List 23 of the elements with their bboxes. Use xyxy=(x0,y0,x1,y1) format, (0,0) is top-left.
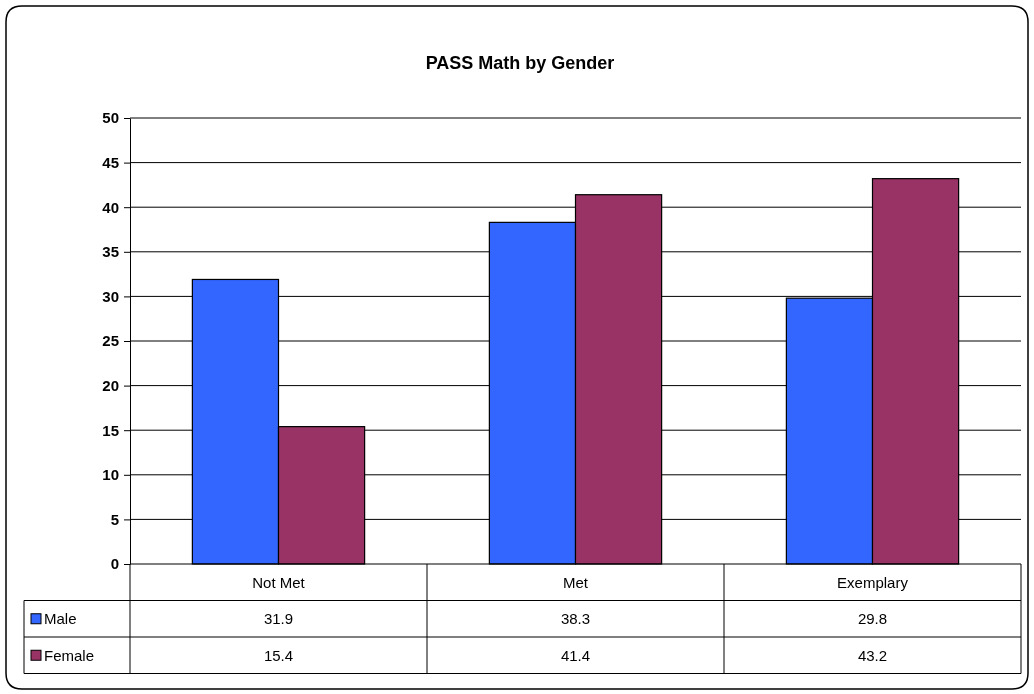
chart-title: PASS Math by Gender xyxy=(425,53,615,73)
y-tick-label: 15 xyxy=(102,421,119,439)
y-tick-label: 10 xyxy=(102,466,119,484)
data-label: 38.3 xyxy=(560,610,591,628)
data-label: 31.9 xyxy=(263,610,294,628)
y-tick-label: 40 xyxy=(102,198,119,216)
x-tick-label: Met xyxy=(562,573,589,591)
y-tick-label: 20 xyxy=(102,376,119,394)
y-tick-label: 5 xyxy=(110,510,119,528)
y-tick-label: 50 xyxy=(102,109,119,127)
data-label: 15.4 xyxy=(263,646,294,664)
x-tick-label: Not Met xyxy=(252,573,306,591)
data-label: 29.8 xyxy=(857,610,888,628)
y-tick-label: 35 xyxy=(102,243,119,261)
legend-label: Female xyxy=(44,646,95,664)
data-label: 43.2 xyxy=(857,646,888,664)
legend-label: Male xyxy=(44,610,77,628)
y-tick-label: 0 xyxy=(110,555,119,573)
y-tick-label: 45 xyxy=(102,153,119,171)
data-label: 41.4 xyxy=(560,646,591,664)
x-tick-label: Exemplary xyxy=(837,573,909,591)
y-tick-label: 30 xyxy=(102,287,119,305)
y-tick-label: 25 xyxy=(102,332,119,350)
